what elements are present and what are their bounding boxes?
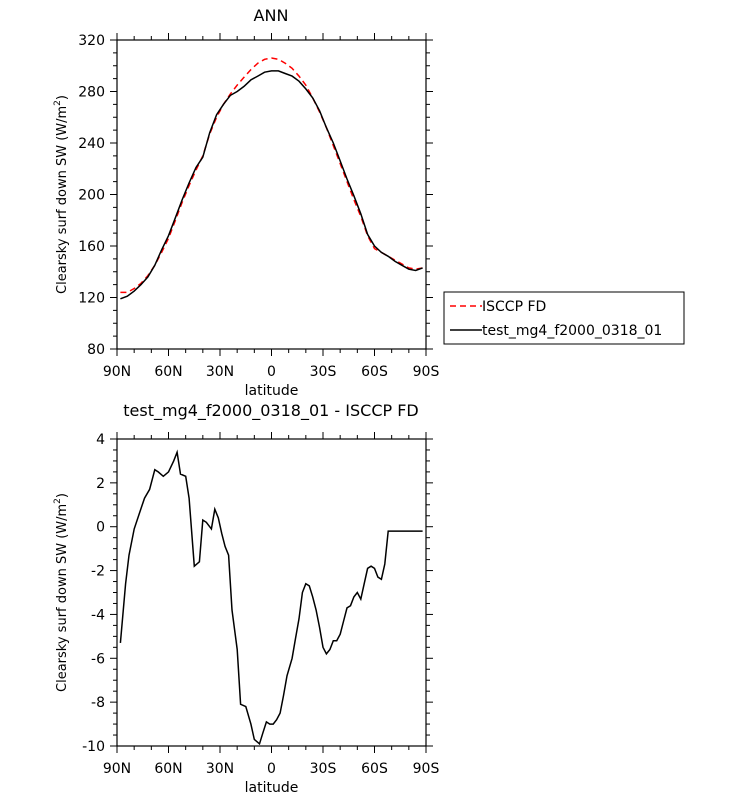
x-tick-label: 90S — [413, 761, 440, 777]
y-tick-label: 240 — [78, 136, 105, 152]
plot-frame — [116, 39, 427, 350]
y-tick-label: 200 — [78, 188, 105, 204]
legend-label-1: ISCCP FD — [482, 299, 546, 315]
chart-bottom-panel: 90N 60N 30N 0 30S 60S 90S -10 -8 -6 -4 -2 0 2 4 test_mg… — [53, 401, 439, 796]
chart-top-panel: 90N 60N 30N 0 30S 60S 90S 80 120 160 200 240 280 320 A… — [53, 6, 685, 399]
y-axis-label: Clearsky surf down SW (W/m2) — [53, 493, 70, 692]
x-tick-label: 30S — [310, 761, 337, 777]
plot-frame — [116, 438, 427, 747]
y-tick-label: -10 — [82, 739, 105, 755]
y-tick-label: 320 — [78, 33, 105, 49]
x-tick-label: 60S — [361, 364, 388, 380]
y-tick-label: -2 — [91, 564, 105, 580]
y-axis-label-superscript: 2 — [53, 100, 63, 106]
x-tick-label: 0 — [267, 761, 276, 777]
y-axis-label-superscript: 2 — [53, 498, 63, 504]
y-axis-label-main: Clearsky surf down SW (W/m — [55, 106, 70, 294]
y-axis-label: Clearsky surf down SW (W/m2) — [53, 95, 70, 294]
x-tick-label: 90N — [103, 761, 131, 777]
x-tick-label: 90S — [413, 364, 440, 380]
y-tick-label: 0 — [96, 520, 105, 536]
chart-title: test_mg4_f2000_0318_01 - ISCCP FD — [123, 401, 419, 421]
series-line-1 — [119, 449, 423, 746]
y-axis-label-close: ) — [55, 95, 70, 100]
chart-title: ANN — [254, 6, 289, 25]
y-tick-label: 4 — [96, 432, 105, 448]
y-tick-label: -4 — [91, 607, 105, 623]
x-tick-label: 60S — [361, 761, 388, 777]
y-tick-label: 160 — [78, 239, 105, 255]
legend-box — [443, 291, 685, 345]
x-tick-label: 60N — [154, 761, 182, 777]
y-axis-label-main: Clearsky surf down SW (W/m — [55, 504, 70, 692]
legend-label-2: test_mg4_f2000_0318_01 — [482, 323, 662, 339]
y-axis-label-close: ) — [55, 493, 70, 498]
y-tick-label: 2 — [96, 476, 105, 492]
series-line-1 — [120, 57, 423, 294]
x-tick-label: 30S — [310, 364, 337, 380]
y-tick-label: 80 — [87, 342, 105, 358]
x-tick-label: 30N — [206, 364, 234, 380]
y-tick-label: -6 — [91, 651, 105, 667]
y-tick-label: 280 — [78, 85, 105, 101]
x-tick-label: 60N — [154, 364, 182, 380]
x-axis-label: latitude — [245, 383, 299, 399]
legend: ISCCP FD test_mg4_f2000_0318_01 — [443, 291, 685, 345]
x-axis-label: latitude — [245, 780, 299, 796]
series-line-2 — [120, 70, 423, 300]
x-tick-label: 30N — [206, 761, 234, 777]
x-tick-label: 90N — [103, 364, 131, 380]
y-tick-label: 120 — [78, 291, 105, 307]
x-tick-label: 0 — [267, 364, 276, 380]
y-tick-label: -8 — [91, 695, 105, 711]
